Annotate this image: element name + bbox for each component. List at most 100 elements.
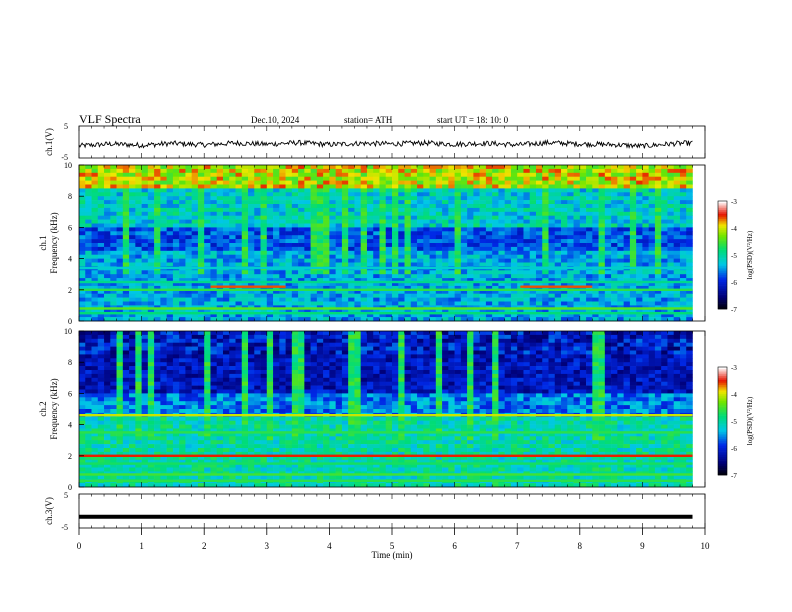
spectrogram-cell [517,188,524,193]
spectrogram-cell [366,227,374,232]
spectrogram-cell [129,424,136,429]
spectrogram-cell [323,246,330,252]
spectrogram-cell [122,358,130,363]
spectrogram-cell [392,293,399,298]
spectrogram-cell [122,200,130,205]
spectrogram-cell [510,254,518,259]
spectrogram-cell [604,293,612,298]
spectrogram-cell [197,331,205,336]
spectrogram-cell [266,172,274,177]
spectrogram-cell [160,184,167,189]
spectrogram-cell [423,223,430,228]
spectrogram-cell [191,211,199,216]
spectrogram-cell [410,211,418,216]
spectrogram-cell [91,246,99,252]
spectrogram-cell [429,262,437,267]
spectrogram-cell [360,254,368,259]
spectrogram-cell [122,377,130,382]
spectrogram-cell [329,293,336,298]
spectrogram-cell [448,262,455,267]
spectrogram-cell [611,235,618,240]
spectrogram-cell [661,227,668,232]
spectrogram-cell [323,250,330,255]
spectrogram-cell [285,223,293,228]
spectrogram-cell [554,215,562,220]
spectrogram-cell [442,243,449,248]
spectrogram-cell [598,219,606,224]
spectrogram-cell [222,350,230,355]
spectrogram-cell [291,192,299,197]
spectrogram-cell [385,184,393,189]
spectrogram-cell [335,313,343,318]
spectrogram-cell [629,274,637,279]
spectrogram-cell [166,354,174,359]
spectrogram-cell [166,285,174,291]
spectrogram-cell [166,455,174,460]
spectrogram-cell [686,165,693,170]
spectrogram-cell [97,309,105,314]
spectrogram-cell [279,239,286,244]
spectrogram-cell [673,196,681,201]
spectrogram-cell [141,176,149,181]
spectrogram-cell [216,309,224,314]
emission-band [79,266,693,270]
spectrogram-cell [197,475,205,480]
spectrogram-cell [110,401,117,406]
spectrogram-cell [266,243,274,248]
spectrogram-cell [122,262,130,267]
spectrogram-cell [629,282,637,287]
spectrogram-cell [135,436,142,441]
spectrogram-cell [291,289,299,294]
spectrogram-cell [260,317,268,322]
spectrogram-cell [341,200,349,205]
spectrogram-cell [97,172,105,177]
spectrogram-cell [91,358,99,363]
spectrogram-cell [535,313,543,318]
spectrogram-cell [79,301,86,306]
colorbar-tick-label: -6 [731,279,737,287]
spectrogram-cell [116,483,124,488]
spectrogram-cell [479,313,487,318]
spectrogram-cell [492,262,499,267]
spectrogram-cell [598,200,606,205]
spectrogram-cell [561,262,568,267]
spectrogram-cell [341,235,349,240]
spectrogram-cell [222,297,230,302]
spectrogram-cell [210,301,218,306]
spectrogram-cell [392,250,399,255]
spectrogram-cell [179,377,186,382]
spectrogram-cell [91,204,99,209]
spectrogram-cell [348,192,355,197]
spectrogram-cell [473,200,480,205]
spectrogram-cell [204,448,211,453]
spectrogram-cell [91,475,99,480]
spectrogram-cell [629,211,637,216]
spectrogram-cell [686,211,693,216]
spectrogram-cell [179,420,186,425]
spectrogram-cell [135,313,142,318]
spectrogram-cell [341,211,349,216]
spectrogram-cell [642,204,649,209]
spectrogram-cell [392,239,399,244]
spectrogram-cell [598,297,606,302]
spectrogram-cell [279,184,286,189]
spectrogram-cell [410,227,418,232]
spectrogram-cell [116,227,124,232]
spectrogram-cell [79,350,86,355]
spectrogram-cell [104,211,111,216]
spectrogram-cell [498,239,505,244]
spectrogram-cell [122,274,130,279]
spectrogram-cell [160,428,167,433]
spectrogram-cell [529,317,537,322]
spectrogram-cell [160,416,167,421]
spectrogram-cell [85,338,92,343]
spectrogram-cell [129,338,136,343]
spectrogram-cell [304,270,311,275]
spectrogram-cell [260,293,268,298]
spectrogram-cell [210,289,218,294]
spectrogram-cell [79,354,86,359]
spectrogram-cell [147,420,155,425]
spectrogram-cell [366,285,374,291]
spectrogram-cell [122,215,130,220]
spectrogram-cell [417,254,424,259]
